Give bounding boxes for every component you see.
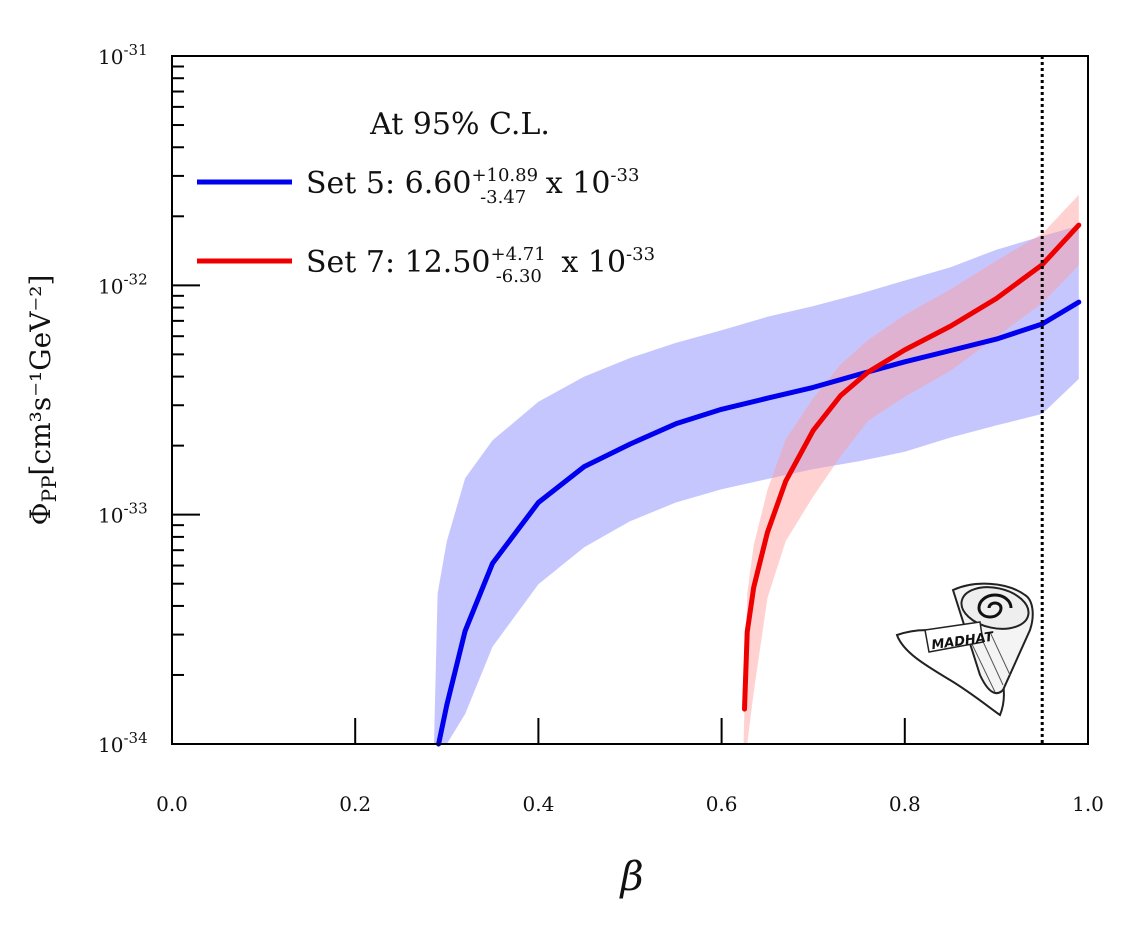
x-tick-label: 0.0 <box>156 792 188 816</box>
line-series-2 <box>742 222 1082 712</box>
x-axis-label: β <box>618 854 643 900</box>
confidence-bands <box>434 194 1079 744</box>
legend-entry-set5: Set 5: 6.60+10.89 -3.47 x 10-33 <box>306 165 639 208</box>
plot-frame <box>171 55 1089 745</box>
legend-entry-set7-sub: -6.30 <box>496 266 542 287</box>
legend-entry-set5-prefix: Set 5: 6.60 <box>306 166 471 201</box>
legend-entry-set5-sup: +10.89 <box>471 165 538 186</box>
legend-entry-set7-prefix: Set 7: 12.50 <box>306 245 491 280</box>
y-axis-label: ΦPP[cm³s⁻¹GeV⁻²] <box>24 275 61 526</box>
x-axis-ticks: 0.0 0.2 0.4 0.6 0.8 1.0 <box>156 718 1104 816</box>
legend-entry-set7-exp: -33 <box>626 244 655 265</box>
y-tick-label: 10-31 <box>98 41 148 69</box>
legend-entry-set7-suffix: x 10 <box>552 245 626 280</box>
legend-entry-set5-suffix: x 10 <box>536 166 610 201</box>
y-axis-label-sub: PP <box>37 475 61 502</box>
x-tick-label: 0.2 <box>339 792 371 816</box>
legend-entry-set5-exp: -33 <box>610 165 639 186</box>
y-tick-label: 10-34 <box>98 729 148 757</box>
band-series-2 <box>743 194 1079 744</box>
x-tick-label: 0.4 <box>522 792 554 816</box>
legend-entry-set7-sup: +4.71 <box>491 244 546 265</box>
y-axis-label-main: Φ <box>24 502 57 525</box>
x-tick-label: 1.0 <box>1072 792 1104 816</box>
y-axis-label-units: [cm³s⁻¹GeV⁻²] <box>24 275 57 476</box>
y-tick-label: 10-33 <box>98 500 148 528</box>
legend-entry-set5-sub: -3.47 <box>480 187 526 208</box>
x-tick-label: 0.6 <box>706 792 738 816</box>
x-tick-label: 0.8 <box>889 792 921 816</box>
y-axis-ticks: 10-34 10-33 10-32 10-31 <box>98 41 200 757</box>
legend: At 95% C.L. Set 5: 6.60+10.89 -3.47 x 10-… <box>197 107 655 287</box>
legend-title: At 95% C.L. <box>369 107 550 142</box>
series-lines <box>436 222 1082 747</box>
line-series-1 <box>436 299 1082 747</box>
madhat-logo: MADHAT <box>895 582 1034 717</box>
band-series-1 <box>434 225 1079 744</box>
y-tick-label: 10-32 <box>98 270 148 298</box>
legend-entry-set7: Set 7: 12.50+4.71 -6.30 x 10-33 <box>306 244 655 287</box>
